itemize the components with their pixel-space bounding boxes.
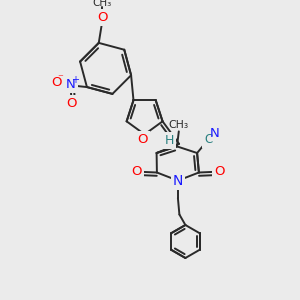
Text: O: O <box>137 133 148 146</box>
Text: N: N <box>173 174 183 188</box>
Text: O: O <box>131 165 142 178</box>
Text: C: C <box>204 133 213 146</box>
Text: O: O <box>214 165 225 178</box>
Text: CH₃: CH₃ <box>169 120 189 130</box>
Text: O: O <box>51 76 62 89</box>
Text: N: N <box>66 78 76 91</box>
Text: H: H <box>164 134 174 147</box>
Text: +: + <box>71 75 79 85</box>
Text: CH₃: CH₃ <box>92 0 112 8</box>
Text: ⁻: ⁻ <box>57 73 63 83</box>
Text: O: O <box>97 11 107 24</box>
Text: N: N <box>210 127 220 140</box>
Text: O: O <box>66 97 76 110</box>
